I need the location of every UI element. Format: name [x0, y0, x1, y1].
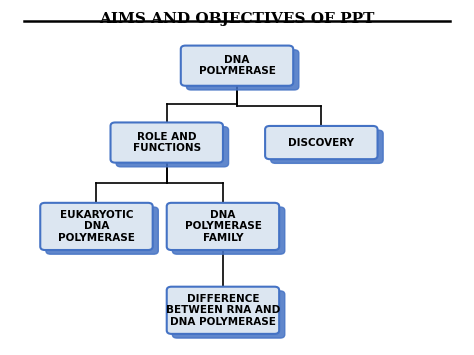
Text: DNA
POLYMERASE: DNA POLYMERASE	[199, 55, 275, 76]
FancyBboxPatch shape	[167, 203, 279, 250]
Text: DIFFERENCE
BETWEEN RNA AND
DNA POLYMERASE: DIFFERENCE BETWEEN RNA AND DNA POLYMERAS…	[166, 294, 280, 327]
FancyBboxPatch shape	[116, 127, 228, 167]
FancyBboxPatch shape	[181, 45, 293, 86]
Text: ROLE AND
FUNCTIONS: ROLE AND FUNCTIONS	[133, 132, 201, 153]
Text: DNA
POLYMERASE
FAMILY: DNA POLYMERASE FAMILY	[184, 210, 261, 243]
Text: AIMS AND OBJECTIVES OF PPT: AIMS AND OBJECTIVES OF PPT	[100, 12, 374, 26]
FancyBboxPatch shape	[46, 207, 158, 254]
Text: DISCOVERY: DISCOVERY	[288, 137, 355, 148]
FancyBboxPatch shape	[110, 122, 223, 163]
FancyBboxPatch shape	[40, 203, 153, 250]
FancyBboxPatch shape	[265, 126, 377, 159]
FancyBboxPatch shape	[173, 291, 285, 338]
FancyBboxPatch shape	[167, 287, 279, 334]
FancyBboxPatch shape	[271, 130, 383, 163]
FancyBboxPatch shape	[186, 50, 299, 90]
Text: EUKARYOTIC
DNA
POLYMERASE: EUKARYOTIC DNA POLYMERASE	[58, 210, 135, 243]
FancyBboxPatch shape	[173, 207, 285, 254]
